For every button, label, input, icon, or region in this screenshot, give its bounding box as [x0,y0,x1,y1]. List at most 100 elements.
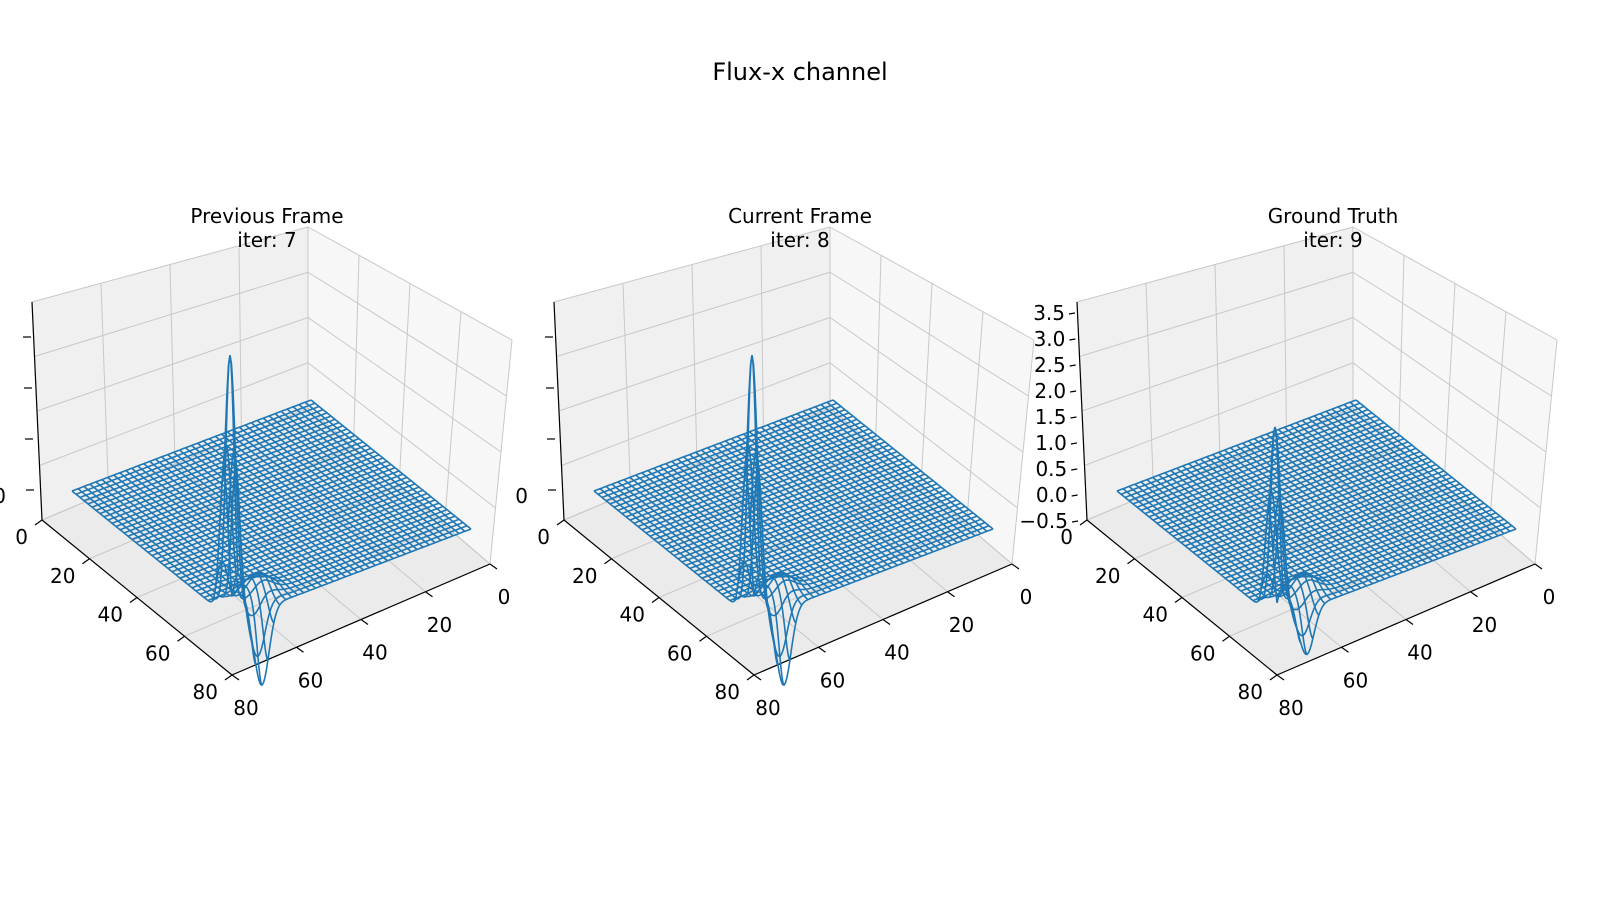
y-tick-label: 0 [1020,585,1033,609]
x-tick-label: 0 [537,525,550,549]
z-tick-label: 2.0 [1034,379,1066,403]
surface-line [1146,478,1308,655]
x-tick [604,558,612,565]
x-tick-label: 20 [572,564,597,588]
grid-line [307,271,507,397]
surface-line [304,401,466,532]
z-tick-label: 0 [0,484,6,508]
surface-line [89,483,251,629]
panel-title-text: Ground Truth [1267,204,1399,228]
z-tick [1070,390,1077,393]
grid-line [553,226,831,303]
surface-line [83,464,245,598]
surface-line [1224,449,1385,580]
panel-subtitle-text: iter: 9 [1303,228,1363,252]
surface-line [683,456,845,587]
surface-line [1188,463,1350,594]
y-tick-label: 0 [1543,585,1556,609]
surface-line [197,442,358,573]
surface-line [1134,483,1296,623]
surface-line [1230,447,1391,578]
surface-line [149,460,311,592]
surface-line [1337,406,1499,537]
surface-line [1355,399,1517,530]
z-tick-label: 0.0 [1036,483,1068,507]
surface-line [778,419,940,551]
y-tick-label: 20 [1472,613,1497,637]
surface-line [748,431,910,562]
surface-line [1247,440,1410,571]
surface-line [1325,410,1487,542]
grid-line [1076,226,1354,303]
grid-line [36,317,309,412]
panel-title-current: Current Frame iter: 8 [640,204,960,252]
surface-line [659,465,821,596]
grid-line [1352,317,1547,453]
surface-line [179,449,341,580]
y-tick [296,646,304,653]
surface-line [202,440,364,571]
x-tick-label: 80 [715,680,740,704]
grid-line [34,271,309,357]
panel-title-text: Previous Frame [190,204,344,228]
grid-line [1352,362,1541,509]
surface-line [701,449,862,580]
pane-right [830,227,1034,564]
x-tick [651,597,660,603]
grid-line [829,362,1018,509]
surface-line [736,435,898,567]
pane-left [32,227,308,520]
y-tick [231,674,240,681]
x-tick [34,519,43,526]
surface-line [95,481,257,666]
surface-line [250,422,412,553]
grid-line [1352,271,1552,397]
surface-line [1283,426,1445,557]
surface-line [1140,481,1302,644]
x-tick [1127,558,1135,565]
y-tick [1405,619,1414,625]
y-tick-label: 80 [233,696,258,720]
surface-line [629,476,791,661]
surface-line [707,447,868,578]
z-tick [1069,364,1076,367]
surface-line [131,467,293,598]
surface-line [1289,424,1451,555]
surface-line [671,460,833,592]
surface-line [1313,415,1475,546]
surface-line [256,419,418,551]
y-tick [1534,563,1543,570]
x-tick [177,635,185,642]
surface-line [185,447,346,578]
y-tick [360,619,369,625]
surface-line [71,468,233,603]
x-tick [1222,635,1230,642]
surface-line [1128,485,1290,601]
figure-title: Flux-x channel [712,58,888,86]
surface-line [125,469,287,601]
surface-line [605,464,767,598]
surface-line [143,463,305,594]
x-tick-label: 80 [1238,680,1263,704]
x-tick-label: 40 [620,603,645,627]
surface-line [754,428,916,560]
surface-line [155,458,317,589]
x-tick [556,519,565,526]
grid-line [556,271,831,357]
surface-line [1331,408,1493,539]
y-tick [1011,563,1020,570]
x-tick-label: 60 [1190,641,1215,665]
z-tick [1070,442,1077,445]
x-tick [699,635,707,642]
surface-line [208,438,370,569]
x-tick [1174,597,1183,603]
y-tick [1341,646,1349,653]
surface-line [665,463,827,594]
surface-line [1301,419,1463,551]
surface-line [220,433,382,564]
grid-line [829,226,1035,341]
surface-line [689,453,851,585]
grid-line [829,271,1029,397]
surface-line [1343,403,1505,535]
